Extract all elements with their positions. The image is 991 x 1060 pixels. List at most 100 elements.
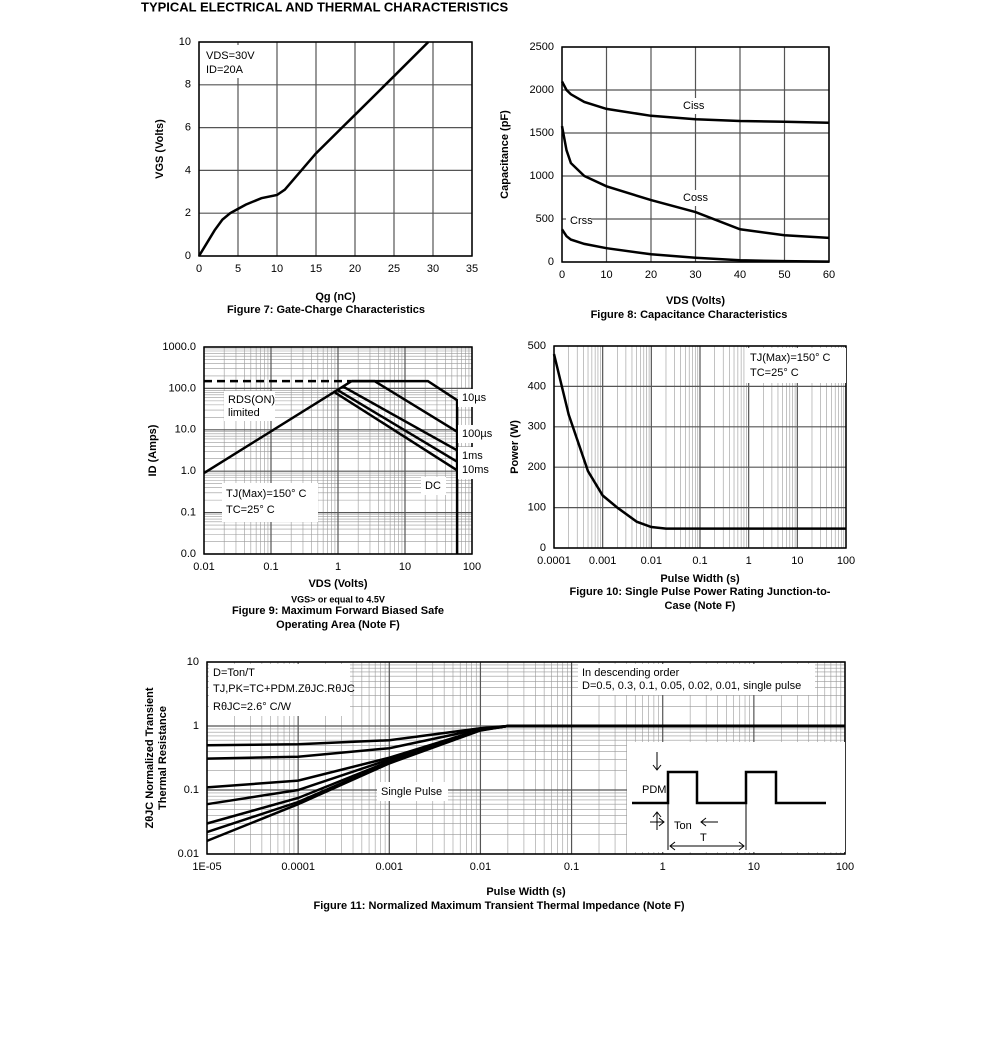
y-tick-label: 0.1 bbox=[181, 507, 196, 519]
axis-note: VGS> or equal to 4.5V bbox=[291, 594, 385, 604]
x-tick-label: 0.001 bbox=[376, 861, 404, 873]
y-tick-label: 6 bbox=[185, 122, 191, 134]
annotation-box bbox=[209, 664, 350, 716]
figure-caption: Figure 9: Maximum Forward Biased Safe bbox=[232, 605, 444, 617]
x-tick-label: 35 bbox=[466, 263, 478, 275]
figure-caption: Case (Note F) bbox=[665, 600, 736, 612]
y-tick-label: 8 bbox=[185, 79, 191, 91]
y-tick-label: 4 bbox=[185, 164, 191, 176]
label-box bbox=[458, 425, 498, 443]
series-label: Single Pulse bbox=[381, 786, 442, 798]
x-tick-label: 50 bbox=[778, 269, 790, 281]
x-tick-label: 0 bbox=[559, 269, 565, 281]
x-tick-label: 0.0001 bbox=[281, 861, 315, 873]
x-tick-label: 15 bbox=[310, 263, 322, 275]
label-box bbox=[678, 98, 704, 114]
y-tick-label: 200 bbox=[528, 461, 546, 473]
annotation: RDS(ON) bbox=[228, 394, 275, 406]
x-tick-label: 100 bbox=[836, 861, 854, 873]
plot-frame bbox=[198, 41, 473, 257]
y-tick-label: 0 bbox=[548, 256, 554, 268]
figure-caption: Figure 11: Normalized Maximum Transient … bbox=[313, 900, 684, 912]
x-tick-label: 40 bbox=[734, 269, 746, 281]
y-tick-label: 400 bbox=[528, 380, 546, 392]
x-tick-label: 10 bbox=[791, 555, 803, 567]
annotation: D=Ton/T bbox=[213, 667, 255, 679]
x-tick-label: 20 bbox=[645, 269, 657, 281]
x-tick-label: 0.01 bbox=[470, 861, 491, 873]
data-line bbox=[560, 80, 830, 124]
x-axis-label: VDS (Volts) bbox=[666, 295, 725, 307]
label-box bbox=[421, 477, 446, 495]
x-tick-label: 5 bbox=[235, 263, 241, 275]
data-line bbox=[560, 228, 830, 263]
y-tick-label: 0.0 bbox=[181, 548, 196, 560]
annotation: VDS=30V bbox=[206, 50, 255, 62]
y-tick-label: 2500 bbox=[530, 41, 554, 53]
x-tick-label: 0.1 bbox=[692, 555, 707, 567]
y-tick-label: 1500 bbox=[530, 127, 554, 139]
annotation-box bbox=[222, 483, 318, 522]
page-title: TYPICAL ELECTRICAL AND THERMAL CHARACTER… bbox=[141, 0, 508, 14]
x-axis-label: Qg (nC) bbox=[315, 291, 356, 303]
x-tick-label: 10 bbox=[600, 269, 612, 281]
series-label: 10µs bbox=[462, 392, 487, 404]
data-line bbox=[342, 385, 458, 452]
x-tick-label: 10 bbox=[399, 561, 411, 573]
label-box bbox=[678, 190, 704, 206]
inset-drawing bbox=[652, 752, 662, 771]
data-line bbox=[203, 380, 353, 475]
label-box bbox=[377, 782, 448, 801]
y-tick-label: 0.1 bbox=[184, 784, 199, 796]
y-tick-label: 1 bbox=[193, 720, 199, 732]
x-tick-label: 1E-05 bbox=[192, 861, 221, 873]
data-line bbox=[351, 379, 458, 433]
x-tick-label: 30 bbox=[689, 269, 701, 281]
series-label: Coss bbox=[683, 192, 709, 204]
x-tick-label: 60 bbox=[823, 269, 835, 281]
y-tick-label: 2 bbox=[185, 207, 191, 219]
annotation-box bbox=[201, 45, 258, 78]
annotation-box bbox=[578, 664, 815, 695]
y-axis-label: ZθJC Normalized Transient bbox=[144, 687, 156, 828]
data-line bbox=[337, 389, 458, 463]
y-tick-label: 100.0 bbox=[168, 382, 196, 394]
x-tick-label: 0.001 bbox=[589, 555, 617, 567]
annotation: In descending order bbox=[582, 667, 680, 679]
x-tick-label: 1 bbox=[335, 561, 341, 573]
annotation: TJ(Max)=150° C bbox=[226, 488, 307, 500]
x-tick-label: 1 bbox=[746, 555, 752, 567]
y-tick-label: 10 bbox=[187, 656, 199, 668]
figure-caption: Figure 8: Capacitance Characteristics bbox=[591, 309, 788, 321]
annotation: ID=20A bbox=[206, 64, 244, 76]
inset-drawing bbox=[650, 817, 718, 827]
y-axis-label: Thermal Resistance bbox=[157, 706, 169, 810]
y-tick-label: 0 bbox=[540, 542, 546, 554]
x-tick-label: 1 bbox=[660, 861, 666, 873]
x-tick-label: 30 bbox=[427, 263, 439, 275]
y-tick-label: 500 bbox=[536, 213, 554, 225]
inset-drawing bbox=[652, 811, 662, 830]
x-tick-label: 100 bbox=[463, 561, 481, 573]
x-axis-label: Pulse Width (s) bbox=[486, 886, 566, 898]
annotation: TJ(Max)=150° C bbox=[750, 352, 831, 364]
label-box bbox=[566, 213, 592, 229]
y-tick-label: 500 bbox=[528, 340, 546, 352]
figure-caption: Figure 10: Single Pulse Power Rating Jun… bbox=[570, 586, 831, 598]
x-tick-label: 0.01 bbox=[193, 561, 214, 573]
annotation: TC=25° C bbox=[750, 367, 799, 379]
inset-drawing bbox=[632, 770, 826, 805]
y-tick-label: 0.01 bbox=[178, 848, 199, 860]
plot-frame bbox=[553, 345, 847, 549]
y-tick-label: 1000 bbox=[530, 170, 554, 182]
label-box bbox=[458, 447, 494, 465]
annotation-box bbox=[746, 348, 846, 383]
y-axis-label: VGS (Volts) bbox=[154, 119, 166, 179]
annotation: PDM bbox=[642, 784, 666, 796]
inset-drawing bbox=[667, 803, 747, 850]
x-tick-label: 10 bbox=[271, 263, 283, 275]
plot-frame bbox=[561, 46, 830, 263]
y-tick-label: 0 bbox=[185, 250, 191, 262]
